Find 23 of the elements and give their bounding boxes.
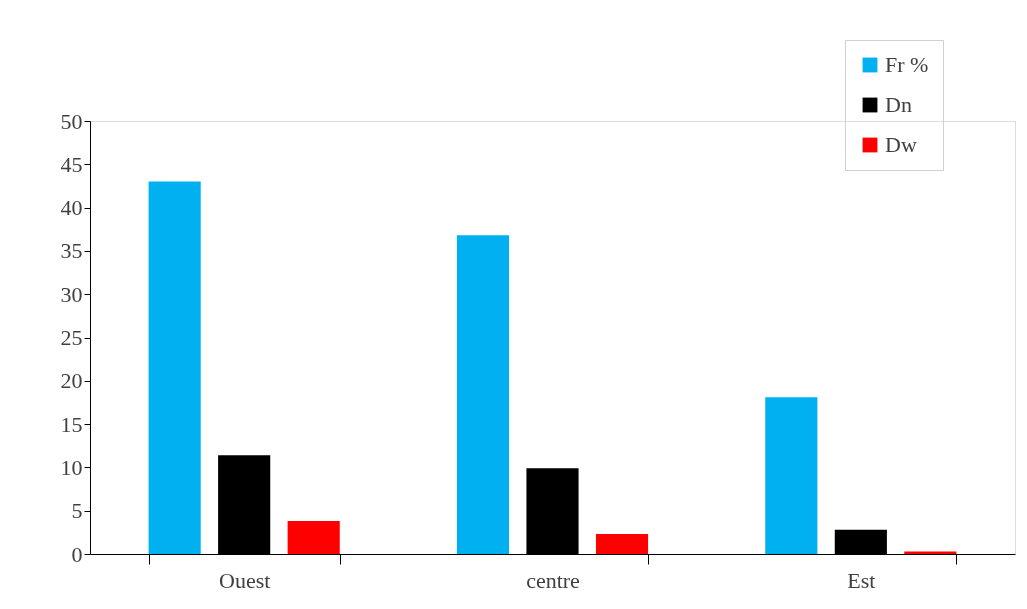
bar: [904, 551, 957, 554]
bar: [456, 235, 510, 554]
bar: [287, 521, 340, 554]
x-tick-label: centre: [526, 567, 580, 593]
bar: [595, 534, 649, 554]
y-tick-label: 10: [60, 454, 83, 480]
y-tick-label: 20: [60, 368, 83, 394]
bar: [148, 181, 201, 554]
legend-label: Dn: [885, 92, 912, 117]
y-tick-label: 50: [60, 108, 83, 134]
y-tick-label: 25: [60, 325, 83, 350]
y-tick-label: 45: [60, 151, 83, 177]
y-tick-label: 15: [60, 411, 83, 437]
y-tick-label: 35: [60, 238, 83, 264]
x-tick-label: Ouest: [219, 567, 271, 593]
legend-label: Dw: [885, 132, 917, 157]
x-tick-label: Est: [847, 567, 876, 593]
y-tick-label: 30: [60, 281, 83, 307]
y-tick-label: 5: [71, 498, 83, 524]
bar: [765, 397, 818, 554]
y-tick-label: 0: [71, 541, 83, 567]
legend-label: Fr %: [885, 52, 929, 77]
y-tick-label: 40: [60, 195, 83, 221]
